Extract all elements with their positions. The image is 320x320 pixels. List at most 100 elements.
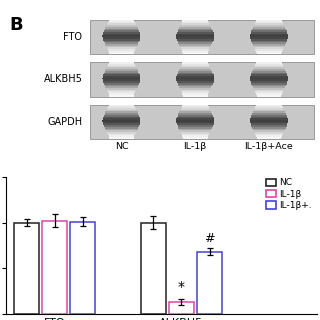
FancyBboxPatch shape xyxy=(104,30,139,32)
FancyBboxPatch shape xyxy=(250,120,288,122)
FancyBboxPatch shape xyxy=(250,122,288,124)
FancyBboxPatch shape xyxy=(182,135,208,137)
FancyBboxPatch shape xyxy=(178,30,213,32)
FancyBboxPatch shape xyxy=(182,49,209,51)
FancyBboxPatch shape xyxy=(250,78,288,79)
Bar xyxy=(14,223,39,314)
FancyBboxPatch shape xyxy=(182,134,209,135)
FancyBboxPatch shape xyxy=(105,42,139,44)
FancyBboxPatch shape xyxy=(108,134,135,135)
FancyBboxPatch shape xyxy=(253,44,285,46)
FancyBboxPatch shape xyxy=(103,37,140,39)
FancyBboxPatch shape xyxy=(102,120,140,122)
FancyBboxPatch shape xyxy=(108,93,134,95)
FancyBboxPatch shape xyxy=(255,23,283,25)
FancyBboxPatch shape xyxy=(102,78,140,79)
FancyBboxPatch shape xyxy=(181,23,210,25)
FancyBboxPatch shape xyxy=(106,111,138,113)
FancyBboxPatch shape xyxy=(255,90,283,92)
FancyBboxPatch shape xyxy=(105,84,139,86)
FancyBboxPatch shape xyxy=(179,86,211,88)
FancyBboxPatch shape xyxy=(251,125,287,127)
FancyBboxPatch shape xyxy=(103,74,140,76)
FancyBboxPatch shape xyxy=(103,118,140,120)
FancyBboxPatch shape xyxy=(255,134,283,135)
FancyBboxPatch shape xyxy=(106,69,138,71)
FancyBboxPatch shape xyxy=(182,93,208,95)
FancyBboxPatch shape xyxy=(104,73,139,74)
FancyBboxPatch shape xyxy=(180,25,210,27)
FancyBboxPatch shape xyxy=(107,23,136,25)
FancyBboxPatch shape xyxy=(108,135,134,137)
FancyBboxPatch shape xyxy=(179,129,211,130)
FancyBboxPatch shape xyxy=(255,92,283,93)
Text: #: # xyxy=(204,232,215,245)
FancyBboxPatch shape xyxy=(104,125,139,127)
FancyBboxPatch shape xyxy=(182,105,208,106)
FancyBboxPatch shape xyxy=(256,51,282,53)
FancyBboxPatch shape xyxy=(254,110,284,111)
FancyBboxPatch shape xyxy=(182,106,209,108)
FancyBboxPatch shape xyxy=(250,37,288,39)
FancyBboxPatch shape xyxy=(106,86,138,88)
Text: IL-1β: IL-1β xyxy=(184,142,207,151)
FancyBboxPatch shape xyxy=(178,83,213,84)
FancyBboxPatch shape xyxy=(108,51,134,53)
FancyBboxPatch shape xyxy=(254,25,284,27)
FancyBboxPatch shape xyxy=(256,105,282,106)
Text: GAPDH: GAPDH xyxy=(47,117,83,127)
FancyBboxPatch shape xyxy=(104,83,139,84)
FancyBboxPatch shape xyxy=(176,36,214,37)
Bar xyxy=(197,252,222,314)
FancyBboxPatch shape xyxy=(178,84,212,86)
FancyBboxPatch shape xyxy=(251,32,287,34)
FancyBboxPatch shape xyxy=(253,111,285,113)
FancyBboxPatch shape xyxy=(182,22,209,23)
FancyBboxPatch shape xyxy=(178,73,213,74)
FancyBboxPatch shape xyxy=(251,73,287,74)
FancyBboxPatch shape xyxy=(108,49,135,51)
FancyBboxPatch shape xyxy=(176,122,214,124)
FancyBboxPatch shape xyxy=(105,127,139,129)
FancyBboxPatch shape xyxy=(251,124,287,125)
FancyBboxPatch shape xyxy=(176,34,214,36)
Bar xyxy=(169,302,194,314)
FancyBboxPatch shape xyxy=(177,39,214,41)
FancyBboxPatch shape xyxy=(251,81,287,83)
FancyBboxPatch shape xyxy=(253,129,285,130)
FancyBboxPatch shape xyxy=(180,88,210,90)
FancyBboxPatch shape xyxy=(182,20,208,22)
FancyBboxPatch shape xyxy=(257,53,281,54)
FancyBboxPatch shape xyxy=(108,22,135,23)
Text: FTO: FTO xyxy=(63,32,83,42)
FancyBboxPatch shape xyxy=(109,137,134,139)
FancyBboxPatch shape xyxy=(103,39,140,41)
Bar xyxy=(70,222,95,314)
FancyBboxPatch shape xyxy=(105,71,139,73)
FancyBboxPatch shape xyxy=(179,44,211,46)
FancyBboxPatch shape xyxy=(250,36,288,37)
FancyBboxPatch shape xyxy=(252,127,286,129)
FancyBboxPatch shape xyxy=(251,41,287,42)
FancyBboxPatch shape xyxy=(182,64,209,66)
FancyBboxPatch shape xyxy=(176,118,214,120)
FancyBboxPatch shape xyxy=(253,27,285,28)
Legend: NC, IL-1β, IL-1β+.: NC, IL-1β, IL-1β+. xyxy=(262,175,316,213)
FancyBboxPatch shape xyxy=(104,115,139,116)
FancyBboxPatch shape xyxy=(178,127,212,129)
FancyBboxPatch shape xyxy=(254,46,284,47)
FancyBboxPatch shape xyxy=(255,66,283,68)
Text: *: * xyxy=(178,281,185,294)
FancyBboxPatch shape xyxy=(177,81,214,83)
FancyBboxPatch shape xyxy=(181,90,210,92)
FancyBboxPatch shape xyxy=(252,42,286,44)
FancyBboxPatch shape xyxy=(106,130,137,132)
FancyBboxPatch shape xyxy=(183,137,208,139)
FancyBboxPatch shape xyxy=(103,79,140,81)
FancyBboxPatch shape xyxy=(251,116,287,118)
Text: NC: NC xyxy=(115,142,128,151)
FancyBboxPatch shape xyxy=(108,64,135,66)
FancyBboxPatch shape xyxy=(107,108,136,110)
FancyBboxPatch shape xyxy=(250,79,288,81)
FancyBboxPatch shape xyxy=(107,47,136,49)
